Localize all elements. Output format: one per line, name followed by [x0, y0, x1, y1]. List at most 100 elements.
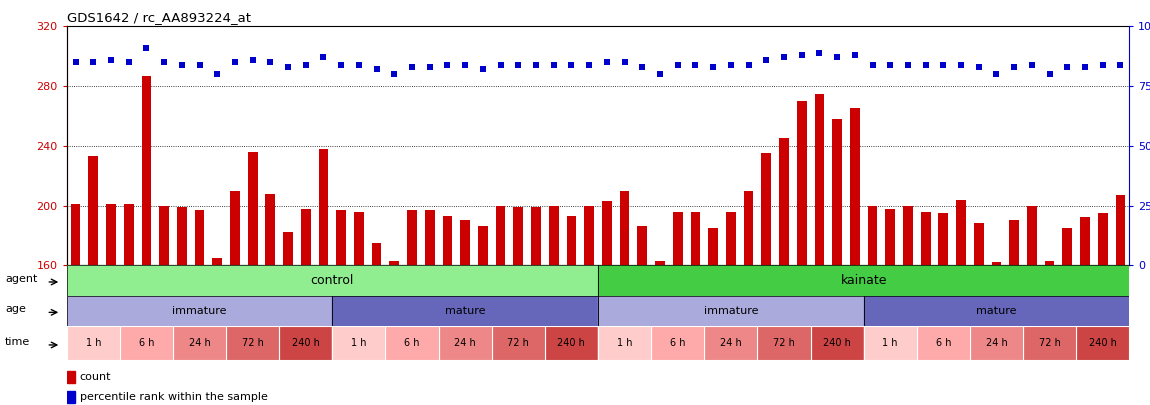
Bar: [1080, 217, 1090, 265]
Text: 24 h: 24 h: [986, 338, 1007, 348]
Bar: [1116, 195, 1126, 265]
Bar: [230, 191, 240, 265]
Bar: [227, 326, 279, 360]
Point: [1075, 64, 1094, 70]
Text: time: time: [5, 337, 30, 347]
Text: age: age: [5, 304, 26, 314]
Bar: [67, 391, 75, 403]
Bar: [601, 201, 612, 265]
Text: GDS1642 / rc_AA893224_at: GDS1642 / rc_AA893224_at: [67, 11, 251, 24]
Point: [421, 64, 439, 70]
Bar: [864, 326, 917, 360]
Bar: [969, 326, 1024, 360]
Bar: [545, 326, 598, 360]
Bar: [969, 326, 1024, 360]
Bar: [332, 296, 598, 326]
Bar: [1027, 205, 1037, 265]
Bar: [656, 261, 665, 265]
Point: [155, 59, 174, 65]
Bar: [1063, 228, 1072, 265]
Bar: [283, 232, 293, 265]
Bar: [247, 152, 258, 265]
Point: [120, 59, 138, 65]
Point: [845, 52, 864, 58]
Bar: [492, 326, 545, 360]
Point: [350, 61, 368, 68]
Bar: [598, 326, 651, 360]
Bar: [67, 326, 120, 360]
Text: 72 h: 72 h: [242, 338, 263, 348]
Point: [314, 54, 332, 61]
Bar: [921, 211, 930, 265]
Bar: [120, 326, 172, 360]
Text: mature: mature: [976, 306, 1017, 316]
Bar: [917, 326, 969, 360]
Bar: [67, 265, 598, 296]
Text: 1 h: 1 h: [616, 338, 633, 348]
Bar: [903, 205, 913, 265]
Bar: [332, 326, 385, 360]
Bar: [172, 326, 227, 360]
Bar: [67, 265, 598, 296]
Bar: [332, 326, 385, 360]
Point: [527, 61, 545, 68]
Point: [1058, 64, 1076, 70]
Bar: [758, 326, 811, 360]
Text: mature: mature: [445, 306, 485, 316]
Point: [297, 61, 315, 68]
Bar: [67, 371, 75, 383]
Bar: [120, 326, 172, 360]
Bar: [227, 326, 279, 360]
Bar: [106, 204, 116, 265]
Point: [1005, 64, 1024, 70]
Bar: [704, 326, 758, 360]
Bar: [598, 326, 651, 360]
Point: [969, 64, 988, 70]
Bar: [598, 265, 1129, 296]
Bar: [744, 191, 753, 265]
Bar: [67, 296, 332, 326]
Point: [721, 61, 739, 68]
Point: [544, 61, 562, 68]
Text: kainate: kainate: [841, 274, 887, 287]
Text: 72 h: 72 h: [507, 338, 529, 348]
Bar: [438, 326, 492, 360]
Point: [562, 61, 581, 68]
Bar: [797, 101, 806, 265]
Point: [668, 61, 687, 68]
Bar: [172, 326, 227, 360]
Bar: [1044, 261, 1055, 265]
Text: immature: immature: [172, 306, 227, 316]
Bar: [758, 326, 811, 360]
Bar: [814, 94, 825, 265]
Text: 240 h: 240 h: [1089, 338, 1117, 348]
Point: [385, 71, 404, 77]
Bar: [651, 326, 704, 360]
Point: [757, 57, 775, 63]
Bar: [385, 326, 438, 360]
Point: [987, 71, 1005, 77]
Bar: [496, 205, 506, 265]
Point: [580, 61, 598, 68]
Point: [1094, 61, 1112, 68]
Text: 240 h: 240 h: [292, 338, 320, 348]
Bar: [974, 224, 983, 265]
Point: [137, 45, 155, 51]
Point: [687, 61, 705, 68]
Bar: [726, 211, 736, 265]
Point: [899, 61, 918, 68]
Bar: [390, 261, 399, 265]
Bar: [1076, 326, 1129, 360]
Text: 24 h: 24 h: [720, 338, 742, 348]
Bar: [811, 326, 864, 360]
Bar: [779, 139, 789, 265]
Bar: [194, 210, 205, 265]
Text: percentile rank within the sample: percentile rank within the sample: [79, 392, 268, 402]
Bar: [354, 211, 363, 265]
Point: [1022, 61, 1041, 68]
Point: [952, 61, 971, 68]
Point: [934, 61, 952, 68]
Text: 6 h: 6 h: [139, 338, 154, 348]
Point: [704, 64, 722, 70]
Bar: [332, 296, 598, 326]
